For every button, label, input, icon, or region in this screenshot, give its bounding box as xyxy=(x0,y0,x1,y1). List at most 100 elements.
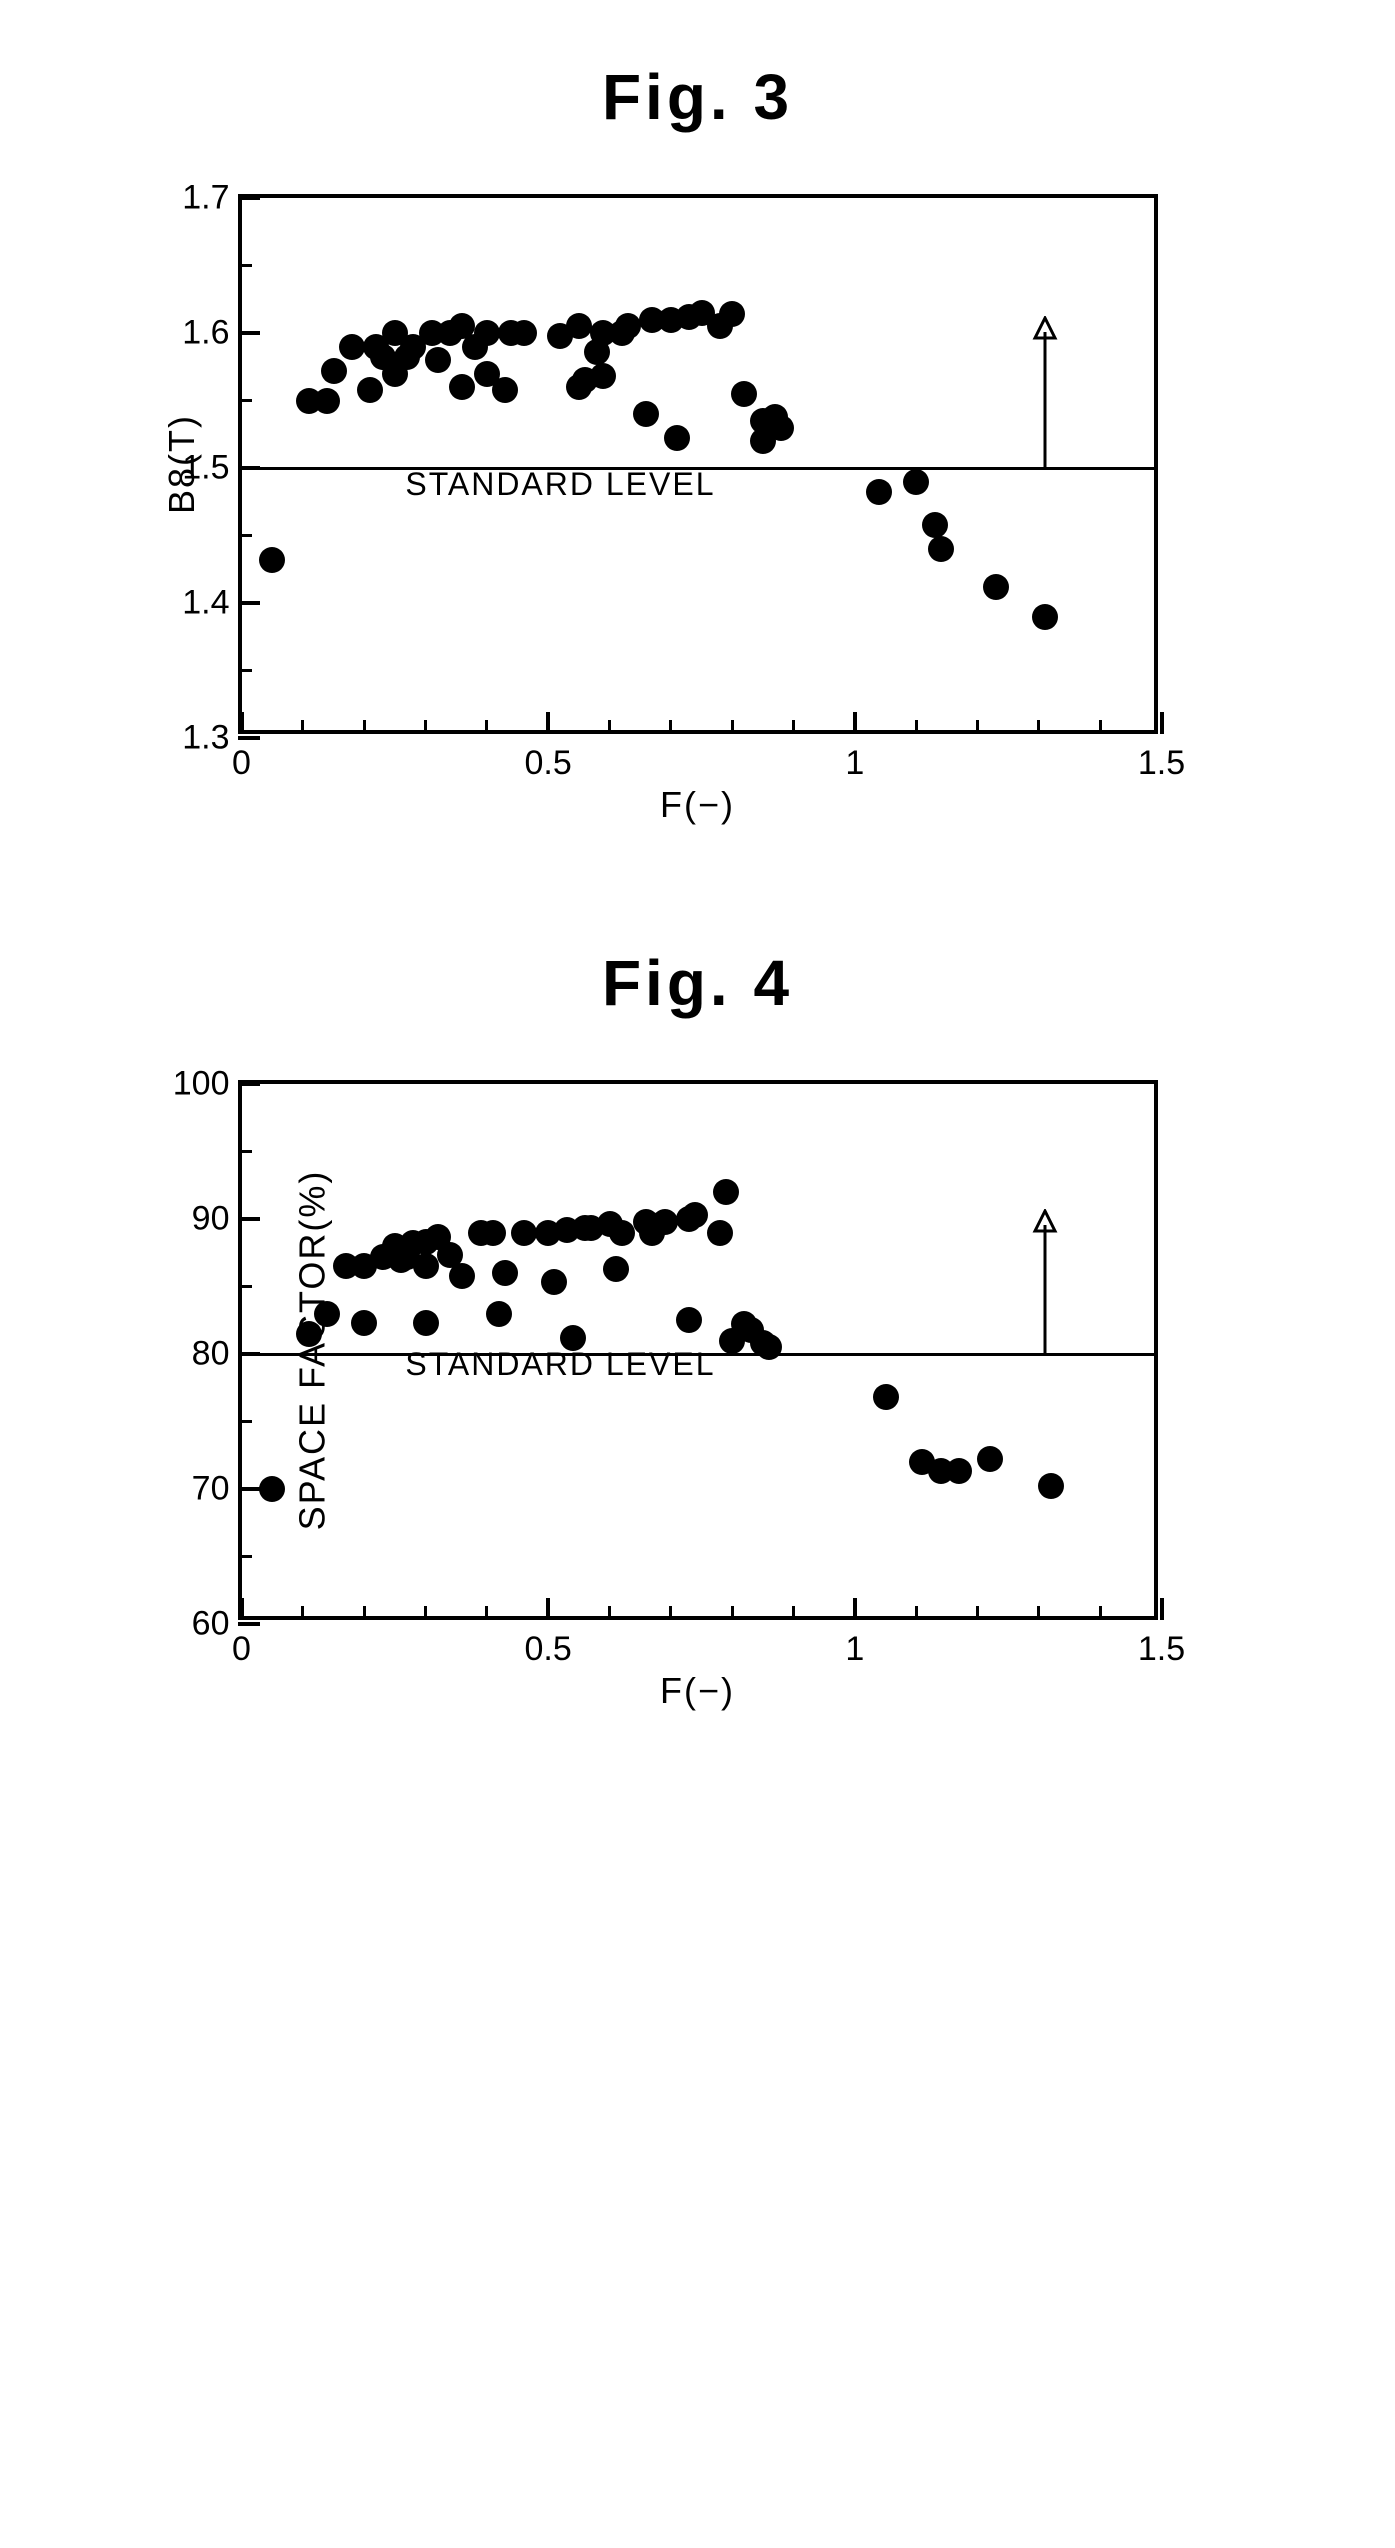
figure-4-data-point xyxy=(713,1179,739,1205)
figure-3-ytick-minor xyxy=(238,399,252,402)
figure-3-data-point xyxy=(449,374,475,400)
figure-4-data-point xyxy=(511,1220,537,1246)
figure-3-xtick xyxy=(546,712,550,734)
figure-4-xtick-minor xyxy=(1099,1606,1102,1620)
figure-3-xtick-label: 1 xyxy=(845,744,864,783)
figure-4-xtick-minor xyxy=(792,1606,795,1620)
figure-3-data-point xyxy=(425,347,451,373)
figure-4-xtick-minor xyxy=(669,1606,672,1620)
figure-3-xtick-label: 1.5 xyxy=(1138,744,1185,783)
figure-3-xtick-minor xyxy=(915,720,918,734)
figure-4-data-point xyxy=(492,1260,518,1286)
figure-4-data-point xyxy=(541,1269,567,1295)
figure-3-data-point xyxy=(664,425,690,451)
figure-3-xtick-minor xyxy=(792,720,795,734)
figure-4-xtick-minor xyxy=(915,1606,918,1620)
figure-4-data-point xyxy=(707,1220,733,1246)
figure-4-data-point xyxy=(259,1476,285,1502)
figure-4-xtick-label: 1.5 xyxy=(1138,1630,1185,1669)
figure-4-data-point xyxy=(413,1253,439,1279)
figure-4-ylabel: SPACE FACTOR(%) xyxy=(291,1170,333,1531)
figure-3-data-point xyxy=(633,401,659,427)
figure-4-plot-area: SPACE FACTOR(%) 6070809010000.511.5STAND… xyxy=(238,1080,1158,1620)
figure-4-ytick-minor xyxy=(238,1285,252,1288)
figure-4-data-point xyxy=(413,1310,439,1336)
figure-4-data-point xyxy=(486,1301,512,1327)
figure-4-data-point xyxy=(756,1334,782,1360)
figure-3-ytick-label: 1.7 xyxy=(182,179,229,218)
figure-3-ytick-label: 1.5 xyxy=(182,449,229,488)
figure-4-xtick-minor xyxy=(424,1606,427,1620)
figure-4-xtick-minor xyxy=(1037,1606,1040,1620)
figure-3-title: Fig. 3 xyxy=(98,60,1298,134)
figure-4-standard-label: STANDARD LEVEL xyxy=(405,1346,715,1383)
figure-4: Fig. 4 SPACE FACTOR(%) 6070809010000.511… xyxy=(98,946,1298,1712)
figure-3-data-point xyxy=(615,313,641,339)
figure-4-data-point xyxy=(977,1446,1003,1472)
figure-3-data-point xyxy=(1032,604,1058,630)
figure-4-data-point xyxy=(603,1256,629,1282)
figure-4-data-point xyxy=(639,1220,665,1246)
figure-4-xtick xyxy=(546,1598,550,1620)
figure-4-xtick-minor xyxy=(608,1606,611,1620)
figure-4-xtick xyxy=(853,1598,857,1620)
figure-4-data-point xyxy=(314,1301,340,1327)
figure-3-ytick-minor xyxy=(238,264,252,267)
figure-3-xtick-minor xyxy=(731,720,734,734)
figure-3-ytick-minor xyxy=(238,534,252,537)
figure-3-xtick-minor xyxy=(669,720,672,734)
figure-3-ytick xyxy=(238,736,260,740)
figure-4-data-point xyxy=(682,1202,708,1228)
figure-4-ytick-label: 100 xyxy=(173,1065,230,1104)
figure-3-ytick xyxy=(238,601,260,605)
figure-3-data-point xyxy=(321,358,347,384)
figure-4-xtick-minor xyxy=(301,1606,304,1620)
figure-3-xtick xyxy=(1160,712,1164,734)
figure-4-title: Fig. 4 xyxy=(98,946,1298,1020)
figure-3-data-point xyxy=(259,547,285,573)
figure-3-ytick-label: 1.4 xyxy=(182,584,229,623)
figure-4-data-point xyxy=(1038,1473,1064,1499)
figure-3-data-point xyxy=(314,388,340,414)
figure-4-xtick-minor xyxy=(731,1606,734,1620)
figure-3: Fig. 3 B8(T) 1.31.41.51.61.700.511.5STAN… xyxy=(98,60,1298,826)
figure-4-data-point xyxy=(560,1325,586,1351)
figure-3-data-point xyxy=(731,381,757,407)
figure-4-data-point xyxy=(609,1220,635,1246)
figure-3-xtick-label: 0 xyxy=(232,744,251,783)
figure-3-data-point xyxy=(719,301,745,327)
figure-4-ytick xyxy=(238,1082,260,1086)
figure-4-xtick-label: 1 xyxy=(845,1630,864,1669)
figure-3-ytick-minor xyxy=(238,669,252,672)
figure-3-data-point xyxy=(903,469,929,495)
figure-3-standard-label: STANDARD LEVEL xyxy=(405,466,715,503)
figure-4-ytick-label: 70 xyxy=(192,1470,230,1509)
figure-4-xtick-minor xyxy=(976,1606,979,1620)
figure-4-xtick xyxy=(1160,1598,1164,1620)
figure-4-ytick-minor xyxy=(238,1150,252,1153)
figure-3-xtick xyxy=(853,712,857,734)
figure-3-xtick-minor xyxy=(1037,720,1040,734)
figure-3-xtick-minor xyxy=(301,720,304,734)
figure-3-arrow-icon xyxy=(1025,316,1065,478)
figure-3-xtick-minor xyxy=(976,720,979,734)
figure-3-data-point xyxy=(866,479,892,505)
figure-3-data-point xyxy=(511,320,537,346)
figure-4-ytick-label: 90 xyxy=(192,1200,230,1239)
figure-3-data-point xyxy=(339,334,365,360)
figure-3-xtick-label: 0.5 xyxy=(525,744,572,783)
figure-4-data-point xyxy=(296,1321,322,1347)
figure-3-ytick-label: 1.6 xyxy=(182,314,229,353)
figure-4-ytick xyxy=(238,1217,260,1221)
figure-4-data-point xyxy=(946,1458,972,1484)
figure-4-ytick xyxy=(238,1622,260,1626)
figure-3-ytick-label: 1.3 xyxy=(182,719,229,758)
figure-3-data-point xyxy=(983,574,1009,600)
figure-3-data-point xyxy=(492,377,518,403)
figure-4-data-point xyxy=(873,1384,899,1410)
figure-3-xtick-minor xyxy=(1099,720,1102,734)
figure-3-xlabel: F(−) xyxy=(238,784,1158,826)
figure-3-data-point xyxy=(922,512,948,538)
figure-3-data-point xyxy=(590,363,616,389)
figure-3-data-point xyxy=(566,313,592,339)
